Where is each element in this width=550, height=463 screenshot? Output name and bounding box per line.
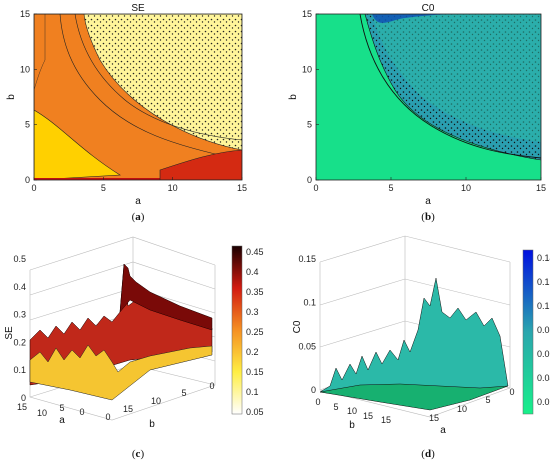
panel-b-xlabel: a <box>425 196 431 207</box>
colorbar-tick-label: 0.12 <box>537 277 550 287</box>
panel-b-c0-heatmap: C0 0 5 10 15 0 5 10 15 a b (b) <box>288 3 546 223</box>
colorbar-tick-label: 0.06 <box>537 349 550 359</box>
y-tick-label: 0 <box>307 175 312 185</box>
colorbar-tick-label: 0.4 <box>246 267 259 277</box>
panel-a-axes-box <box>33 13 243 181</box>
colorbar-tick-label: 0.35 <box>246 287 264 297</box>
colorbar-tick-label: 0.14 <box>537 253 550 263</box>
colorbar-tick-label: 0.45 <box>246 247 264 257</box>
colorbar-tick-label: 0.2 <box>246 347 259 357</box>
z-tick-label: 0.2 <box>13 337 26 347</box>
b-tick-label: 5 <box>181 388 186 398</box>
panel-a-ylabel: b <box>6 94 17 100</box>
y-tick-label: 15 <box>20 9 30 19</box>
b-tick-label: 0 <box>209 381 214 391</box>
y-tick-label: 5 <box>25 120 30 130</box>
z-tick-label: 0 <box>311 385 316 395</box>
y-tick-label: 10 <box>20 64 30 74</box>
x-tick-label: 5 <box>388 183 393 193</box>
z-tick-label: 0 <box>21 393 26 403</box>
z-tick-label: 0.1 <box>13 365 26 375</box>
panel-a-caption: (a) <box>132 211 145 223</box>
panel-c-surface-front <box>29 344 213 401</box>
a-tick-label: 0 <box>79 407 84 417</box>
b-tick-label: 5 <box>333 402 338 412</box>
x-tick-label: 15 <box>237 183 247 193</box>
panel-a-xlabel: a <box>135 196 141 207</box>
panel-b-ylabel: b <box>288 94 299 100</box>
a-tick-label: 15 <box>429 413 439 423</box>
z-tick-label: 0.1 <box>303 298 316 308</box>
x-tick-label: 10 <box>168 183 178 193</box>
panel-b-axes-box <box>315 13 542 181</box>
y-tick-label: 10 <box>302 64 312 74</box>
panel-c-surface-ridge <box>119 263 213 331</box>
colorbar-tick-label: 0.25 <box>246 327 264 337</box>
colorbar-tick-label: 0.04 <box>537 373 550 383</box>
panel-d-surface <box>319 277 509 406</box>
a-tick-label: 10 <box>457 404 467 414</box>
panel-d-xlabel: a <box>440 425 446 436</box>
colorbar-tick-label: 0.1 <box>246 387 259 397</box>
panel-d-ylabel: b <box>349 420 355 431</box>
z-tick-label: 0.15 <box>298 254 316 264</box>
panel-c-ylabel: b <box>149 419 155 430</box>
x-tick-label: 5 <box>101 183 106 193</box>
b-tick-label: 15 <box>363 411 373 421</box>
y-tick-label: 15 <box>302 9 312 19</box>
z-tick-label: 0.5 <box>13 254 26 264</box>
b-tick-label: 0 <box>105 412 110 422</box>
b-tick-label: 0 <box>315 397 320 407</box>
a-tick-label: 15 <box>17 402 27 412</box>
a-tick-label: 5 <box>59 403 64 413</box>
colorbar-tick-label: 0.02 <box>537 397 550 407</box>
colorbar-tick-label: 0.05 <box>246 407 264 417</box>
panel-d-zlabel: C0 <box>292 320 303 333</box>
panel-c-zlabel: SE <box>4 326 15 340</box>
b-tick-label: 15 <box>381 415 391 425</box>
a-tick-label: 0 <box>509 387 514 397</box>
panel-c-xlabel: a <box>59 415 65 426</box>
panel-d-ticks: 0 0.05 0.1 0.15 0 5 10 15 15 15 10 5 0 <box>298 254 514 425</box>
b-tick-label: 10 <box>347 406 357 416</box>
panel-d-colorbar <box>522 249 534 415</box>
panel-b-title: C0 <box>422 3 435 14</box>
colorbar-tick-label: 0.3 <box>246 307 259 317</box>
panel-b-ticks: 0 5 10 15 0 5 10 15 <box>302 9 546 193</box>
x-tick-label: 15 <box>536 183 546 193</box>
b-tick-label: 10 <box>151 396 161 406</box>
y-tick-label: 0 <box>25 175 30 185</box>
x-tick-label: 0 <box>31 183 36 193</box>
panel-a-se-heatmap: SE 0 5 10 15 0 5 10 15 a b (a) <box>6 3 247 223</box>
panel-b-caption: (b) <box>421 211 435 223</box>
colorbar-tick-label: 0.1 <box>537 301 550 311</box>
z-tick-label: 0.3 <box>13 310 26 320</box>
panel-d-colorbar-ticks: 0.14 0.12 0.1 0.08 0.06 0.04 0.02 <box>537 253 550 407</box>
panel-a-plot-area <box>34 14 242 180</box>
colorbar-tick-label: 0.15 <box>246 367 264 377</box>
panel-d-surface-base <box>319 383 509 411</box>
panel-c-colorbar-ticks: 0.45 0.4 0.35 0.3 0.25 0.2 0.15 0.1 0.05 <box>246 247 264 417</box>
z-tick-label: 0.4 <box>13 282 26 292</box>
b-tick-label: 15 <box>123 404 133 414</box>
panel-a-title: SE <box>131 3 145 14</box>
y-tick-label: 5 <box>307 120 312 130</box>
x-tick-label: 0 <box>313 183 318 193</box>
a-tick-label: 5 <box>485 395 490 405</box>
panel-a-ticks: 0 5 10 15 0 5 10 15 <box>20 9 247 193</box>
x-tick-label: 10 <box>461 183 471 193</box>
panel-c-caption: (c) <box>132 448 145 460</box>
z-tick-label: 0.05 <box>298 341 316 351</box>
panel-d-caption: (d) <box>421 448 435 460</box>
panel-c-colorbar <box>231 245 243 415</box>
a-tick-label: 10 <box>37 408 47 418</box>
panel-b-plot-area <box>316 14 541 180</box>
colorbar-tick-label: 0.08 <box>537 325 550 335</box>
